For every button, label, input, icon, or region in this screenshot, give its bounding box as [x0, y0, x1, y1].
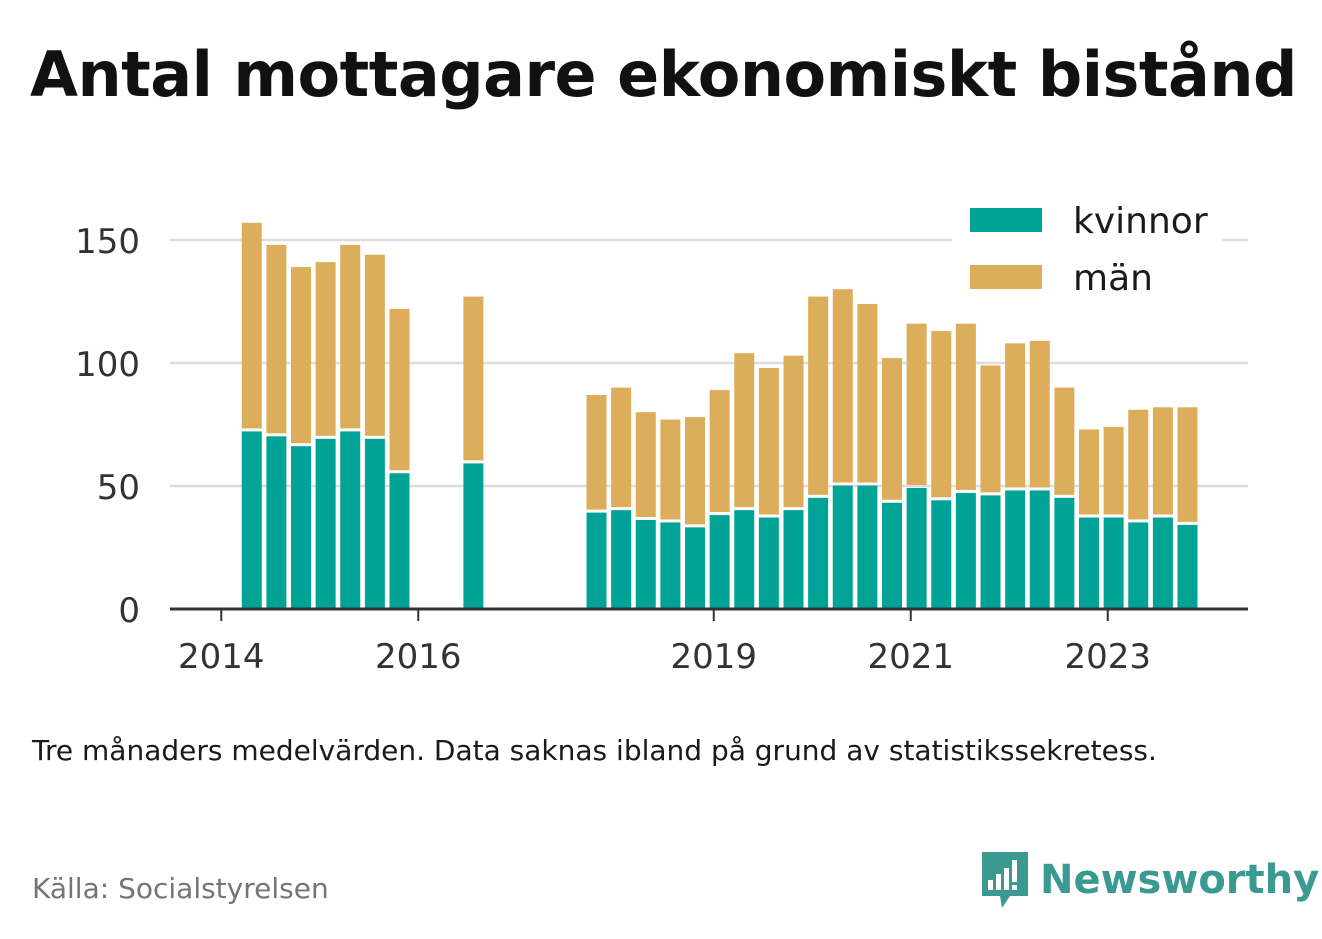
bar-kvinnor: [931, 500, 952, 609]
bar-kvinnor: [266, 436, 287, 609]
bar-kvinnor: [709, 515, 730, 609]
bar-man: [315, 262, 336, 436]
bars: [241, 222, 1198, 609]
newsworthy-logo[interactable]: Newsworthy: [980, 850, 1319, 910]
bar-man: [1079, 429, 1100, 515]
bar-man: [955, 323, 976, 490]
chart-subtitle: Tre månaders medelvärden. Data saknas ib…: [32, 734, 1157, 767]
bar-kvinnor: [832, 485, 853, 609]
bar-man: [857, 303, 878, 483]
legend-swatch-kvinnor: [970, 208, 1042, 232]
bar-kvinnor: [882, 502, 903, 609]
bar-kvinnor: [1177, 524, 1198, 609]
bar-kvinnor: [1152, 517, 1173, 609]
bar-kvinnor: [389, 473, 410, 609]
bar-kvinnor: [635, 519, 656, 609]
x-tick-label: 2019: [670, 637, 757, 677]
bar-man: [635, 412, 656, 517]
y-tick-label: 150: [75, 222, 140, 262]
bar-kvinnor: [1054, 497, 1075, 609]
bar-man: [1103, 426, 1124, 515]
bar-man: [1152, 407, 1173, 515]
y-tick-label: 50: [97, 468, 140, 508]
source-note: Källa: Socialstyrelsen: [32, 872, 329, 905]
bar-man: [364, 254, 385, 436]
bar-man: [734, 353, 755, 508]
stacked-bar-chart: 0 50 100 150 2014 2016 2019 2021 2023 kvinnor mä…: [75, 196, 1248, 677]
bar-kvinnor: [241, 431, 262, 609]
bar-kvinnor: [1005, 490, 1026, 609]
x-tick-label: 2016: [375, 637, 462, 677]
bar-kvinnor: [315, 438, 336, 609]
bar-kvinnor: [586, 512, 607, 609]
bar-kvinnor: [1029, 490, 1050, 609]
legend-swatch-man: [970, 265, 1042, 289]
bar-kvinnor: [364, 438, 385, 609]
bar-man: [340, 244, 361, 429]
bar-kvinnor: [783, 510, 804, 609]
bar-kvinnor: [808, 497, 829, 609]
bar-man: [1054, 387, 1075, 495]
bar-man: [758, 367, 779, 515]
x-tick-label: 2023: [1064, 637, 1151, 677]
bar-man: [832, 289, 853, 483]
bar-kvinnor: [1128, 522, 1149, 609]
bar-kvinnor: [463, 463, 484, 609]
axes: 0 50 100 150 2014 2016 2019 2021 2023: [75, 222, 1248, 677]
bar-kvinnor: [1103, 517, 1124, 609]
bar-man: [1005, 343, 1026, 488]
bar-kvinnor: [980, 495, 1001, 609]
bar-man: [685, 417, 706, 525]
bar-kvinnor: [906, 488, 927, 609]
bar-kvinnor: [857, 485, 878, 609]
bar-kvinnor: [955, 492, 976, 609]
bar-kvinnor: [660, 522, 681, 609]
bar-kvinnor: [1079, 517, 1100, 609]
legend-label-kvinnor: kvinnor: [1073, 201, 1208, 242]
bar-man: [586, 394, 607, 510]
bar-man: [882, 358, 903, 500]
bar-kvinnor: [685, 527, 706, 609]
newsworthy-logo-icon: [982, 852, 1028, 908]
bar-man: [1177, 407, 1198, 522]
x-tick-label: 2014: [178, 637, 265, 677]
bar-man: [241, 222, 262, 429]
bar-man: [389, 308, 410, 471]
bar-man: [783, 355, 804, 508]
bar-kvinnor: [758, 517, 779, 609]
bar-man: [463, 296, 484, 461]
bar-man: [906, 323, 927, 485]
y-tick-label: 100: [75, 345, 140, 385]
bar-man: [709, 390, 730, 513]
bar-man: [611, 387, 632, 508]
bar-man: [1029, 340, 1050, 488]
y-tick-label: 0: [118, 591, 140, 631]
bar-man: [808, 296, 829, 495]
bar-kvinnor: [340, 431, 361, 609]
bar-man: [660, 419, 681, 520]
bar-man: [931, 331, 952, 498]
legend-label-man: män: [1073, 258, 1153, 299]
bar-kvinnor: [734, 510, 755, 609]
bar-man: [266, 244, 287, 434]
bar-man: [291, 267, 312, 444]
bar-man: [1128, 409, 1149, 520]
bar-man: [980, 365, 1001, 493]
bar-kvinnor: [611, 510, 632, 609]
chart-title: Antal mottagare ekonomiskt bistånd: [30, 38, 1297, 111]
legend: kvinnor män: [952, 196, 1222, 314]
x-tick-label: 2021: [867, 637, 954, 677]
logo-text: Newsworthy: [1040, 857, 1320, 903]
bar-kvinnor: [291, 446, 312, 609]
